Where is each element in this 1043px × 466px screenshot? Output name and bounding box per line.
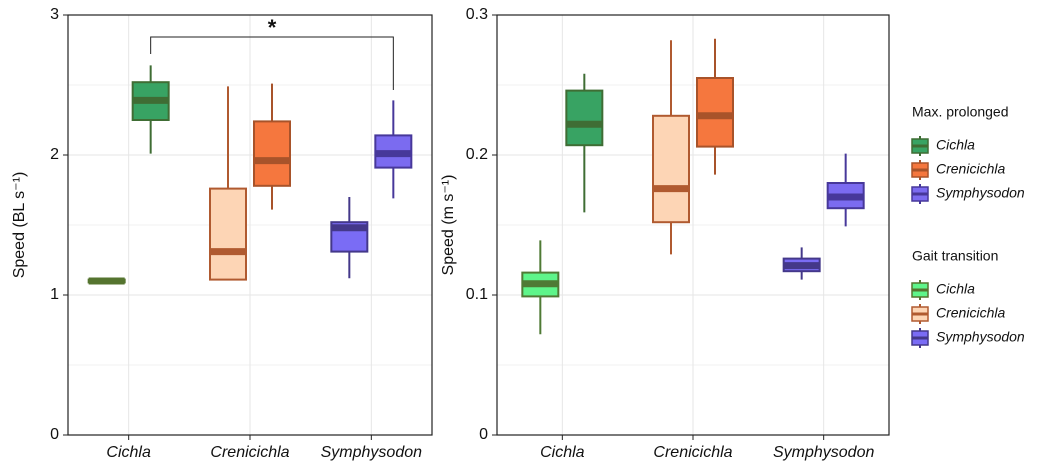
- y-axis-label: Speed (m s⁻¹): [440, 175, 457, 276]
- legend-label: Crenicichla: [936, 305, 1005, 321]
- box: [652, 114, 690, 224]
- y-axis-label: Speed (BL s⁻¹): [11, 172, 28, 279]
- y-tick-label: 2: [50, 146, 59, 163]
- y-tick-label: 0.3: [466, 6, 488, 23]
- legend-label: Symphysodon: [936, 185, 1025, 201]
- y-tick-label: 0: [50, 426, 59, 443]
- box: [565, 89, 604, 147]
- y-tick-label: 3: [50, 6, 59, 23]
- legend-title: Gait transition: [912, 248, 998, 264]
- x-tick-label: Crenicichla: [653, 444, 732, 461]
- box: [209, 187, 247, 281]
- x-tick-label: Crenicichla: [210, 444, 289, 461]
- x-tick-label: Symphysodon: [321, 444, 422, 461]
- significance-label: *: [268, 15, 277, 40]
- legend-label: Symphysodon: [936, 329, 1025, 345]
- legend-label: Cichla: [936, 281, 975, 297]
- x-tick-label: Symphysodon: [773, 444, 874, 461]
- significance-bracket: [150, 36, 394, 90]
- legend-label: Cichla: [936, 137, 975, 153]
- y-tick-label: 0.2: [466, 146, 488, 163]
- x-tick-label: Cichla: [106, 444, 151, 461]
- y-tick-label: 0.1: [466, 286, 488, 303]
- y-tick-label: 1: [50, 286, 59, 303]
- legend-label: Crenicichla: [936, 161, 1005, 177]
- box: [253, 120, 291, 187]
- x-tick-label: Cichla: [540, 444, 585, 461]
- y-tick-label: 0: [479, 426, 488, 443]
- legend-title: Max. prolonged: [912, 104, 1009, 120]
